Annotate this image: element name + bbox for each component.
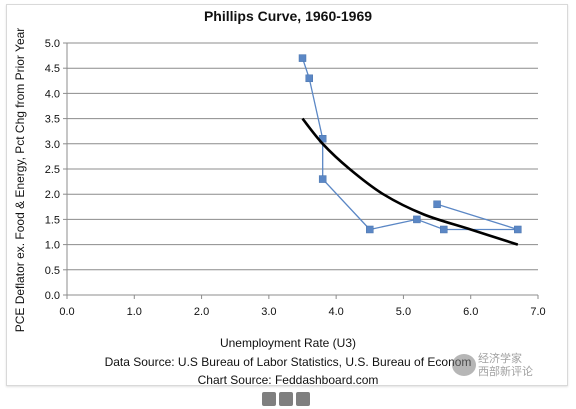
x-tick-label: 3.0 bbox=[261, 306, 276, 318]
axes bbox=[63, 42, 539, 299]
gridlines bbox=[67, 42, 538, 296]
chart-card bbox=[6, 4, 568, 386]
x-tick-label: 6.0 bbox=[463, 306, 478, 318]
watermark-line-2: 西部新评论 bbox=[478, 366, 533, 378]
y-tick-label: 2.5 bbox=[45, 164, 60, 176]
x-tick-label: 2.0 bbox=[194, 306, 209, 318]
y-tick-label: 3.5 bbox=[45, 114, 60, 126]
x-tick-labels: 0.0 1.0 2.0 3.0 4.0 5.0 6.0 7.0 bbox=[59, 306, 545, 318]
data-point bbox=[298, 54, 307, 62]
x-tick-label: 1.0 bbox=[127, 306, 142, 318]
x-tick-label: 0.0 bbox=[59, 306, 74, 318]
x-tick-label: 7.0 bbox=[530, 306, 545, 318]
y-tick-label: 0.5 bbox=[45, 265, 60, 277]
data-point bbox=[514, 225, 522, 234]
data-point bbox=[305, 74, 313, 83]
y-tick-labels: 0.0 0.5 1.0 1.5 2.0 2.5 3.0 3.5 4.0 4.5 5.0 bbox=[45, 38, 60, 302]
trend-curve bbox=[301, 117, 519, 246]
slide-pager bbox=[262, 392, 310, 406]
data-point bbox=[440, 225, 448, 234]
y-tick-label: 2.0 bbox=[45, 189, 60, 201]
data-point bbox=[318, 175, 327, 183]
data-source-note: Data Source: U.S Bureau of Labor Statist… bbox=[104, 355, 472, 369]
y-tick-label: 1.5 bbox=[45, 214, 60, 226]
data-series bbox=[298, 54, 522, 246]
chart-source-note: Chart Source: Feddashboard.com bbox=[197, 373, 379, 387]
pager-dot[interactable] bbox=[262, 392, 276, 406]
y-tick-label: 4.0 bbox=[45, 88, 60, 100]
watermark: 经济学家 西部新评论 bbox=[452, 350, 562, 384]
y-tick-label: 4.5 bbox=[45, 63, 60, 75]
data-point bbox=[433, 200, 441, 209]
chart-title: Phillips Curve, 1960-1969 bbox=[203, 8, 373, 24]
x-tick-label: 4.0 bbox=[328, 306, 343, 318]
pager-dot[interactable] bbox=[296, 392, 310, 406]
y-tick-label: 5.0 bbox=[45, 38, 60, 50]
watermark-logo-icon bbox=[452, 354, 476, 376]
watermark-text: 经济学家 西部新评论 bbox=[478, 353, 533, 379]
y-tick-label: 0.0 bbox=[45, 290, 60, 302]
y-tick-label: 3.0 bbox=[45, 139, 60, 151]
y-tick-label: 1.0 bbox=[45, 240, 60, 252]
data-point bbox=[413, 215, 421, 224]
watermark-line-1: 经济学家 bbox=[478, 353, 522, 365]
pager-dot[interactable] bbox=[279, 392, 293, 406]
x-axis-label: Unemployment Rate (U3) bbox=[219, 336, 357, 350]
data-point bbox=[366, 225, 374, 234]
x-tick-label: 5.0 bbox=[396, 306, 411, 318]
